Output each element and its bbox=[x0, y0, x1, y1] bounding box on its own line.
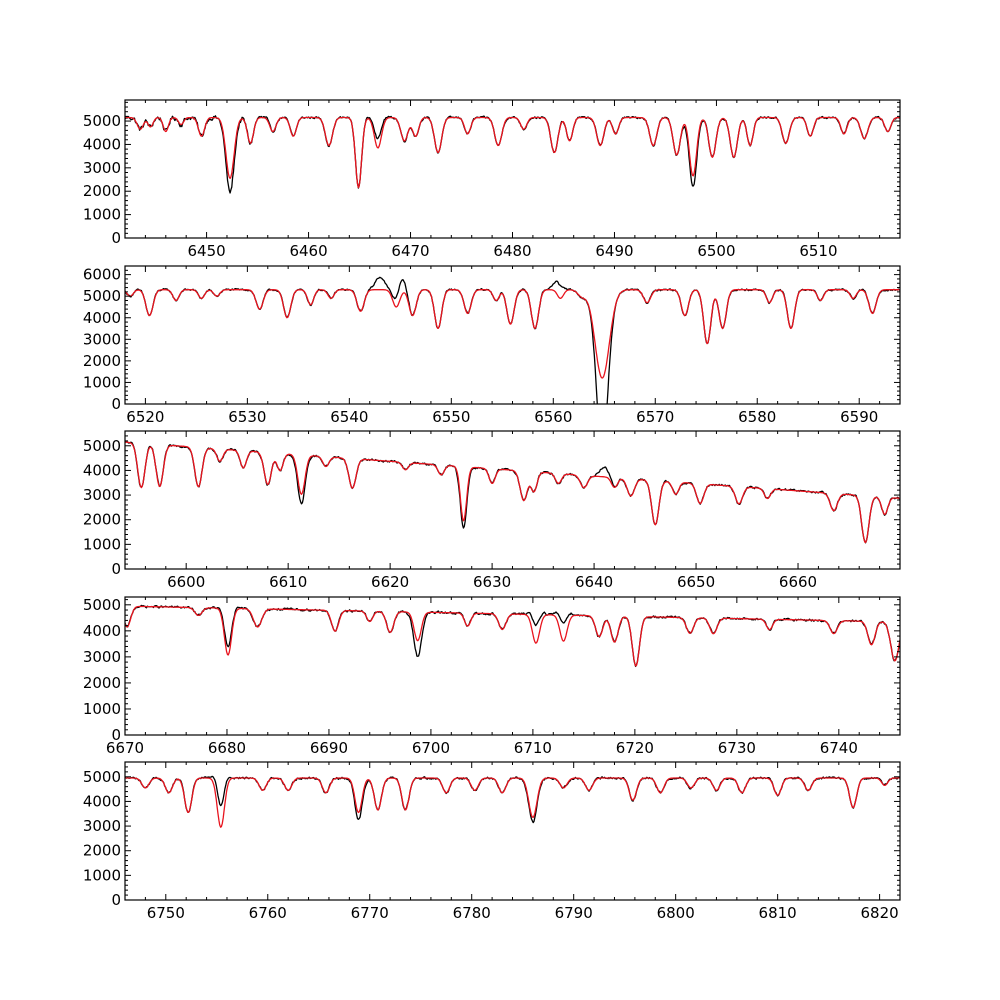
y-tick-label: 3000 bbox=[83, 330, 121, 348]
x-tick-label: 6500 bbox=[697, 242, 735, 260]
x-tick-label: 6550 bbox=[432, 408, 470, 426]
x-tick-label: 6750 bbox=[147, 904, 185, 922]
y-tick-label: 3000 bbox=[83, 648, 121, 666]
y-tick-label: 2000 bbox=[83, 352, 121, 370]
x-tick-label: 6600 bbox=[167, 573, 205, 591]
model-spectrum-line bbox=[125, 441, 900, 544]
x-tick-label: 6800 bbox=[657, 904, 695, 922]
x-tick-label: 6720 bbox=[616, 739, 654, 757]
y-tick-label: 4000 bbox=[83, 792, 121, 810]
x-tick-label: 6820 bbox=[861, 904, 899, 922]
x-tick-label: 6590 bbox=[840, 408, 878, 426]
y-tick-label: 1000 bbox=[83, 535, 121, 553]
model-spectrum-line bbox=[125, 777, 900, 828]
model-spectrum-line bbox=[125, 289, 900, 379]
y-tick-label: 0 bbox=[111, 726, 121, 744]
x-tick-label: 6710 bbox=[514, 739, 552, 757]
x-tick-label: 6650 bbox=[677, 573, 715, 591]
x-tick-label: 6810 bbox=[759, 904, 797, 922]
y-tick-label: 5000 bbox=[83, 112, 121, 130]
y-tick-label: 2000 bbox=[83, 842, 121, 860]
x-tick-label: 6480 bbox=[493, 242, 531, 260]
y-tick-label: 1000 bbox=[83, 700, 121, 718]
x-tick-label: 6530 bbox=[228, 408, 266, 426]
y-tick-label: 0 bbox=[111, 229, 121, 247]
panel-5: 6750 6760 6770 6780 6790 6800 6810 6820 0 1000 200… bbox=[83, 761, 901, 922]
x-tick-label: 6580 bbox=[738, 408, 776, 426]
axes-frame bbox=[124, 430, 901, 570]
y-tick-label: 2000 bbox=[83, 511, 121, 529]
x-tick-label: 6670 bbox=[106, 739, 144, 757]
y-tick-label: 5000 bbox=[83, 287, 121, 305]
x-tick-label: 6700 bbox=[412, 739, 450, 757]
x-tick-label: 6540 bbox=[330, 408, 368, 426]
x-tick-label: 6780 bbox=[453, 904, 491, 922]
model-spectrum-line bbox=[125, 605, 900, 667]
axes-frame bbox=[124, 265, 901, 405]
y-tick-label: 0 bbox=[111, 891, 121, 909]
x-tick-label: 6760 bbox=[249, 904, 287, 922]
y-tick-label: 6000 bbox=[83, 266, 121, 284]
x-tick-label: 6660 bbox=[779, 573, 817, 591]
x-tick-label: 6610 bbox=[269, 573, 307, 591]
x-tick-label: 6490 bbox=[595, 242, 633, 260]
model-spectrum-line bbox=[125, 116, 900, 189]
y-tick-label: 0 bbox=[111, 560, 121, 578]
x-tick-label: 6560 bbox=[534, 408, 572, 426]
panel-4: 6670 6680 6690 6700 6710 6720 6730 6740 0 1000 200… bbox=[83, 596, 901, 757]
x-tick-label: 6680 bbox=[208, 739, 246, 757]
observed-spectrum-line bbox=[125, 440, 900, 544]
observed-spectrum-line bbox=[125, 276, 900, 404]
x-tick-label: 6640 bbox=[575, 573, 613, 591]
y-tick-label: 3000 bbox=[83, 817, 121, 835]
y-tick-label: 2000 bbox=[83, 182, 121, 200]
y-tick-label: 1000 bbox=[83, 206, 121, 224]
y-tick-label: 5000 bbox=[83, 437, 121, 455]
x-tick-label: 6630 bbox=[473, 573, 511, 591]
y-tick-label: 1000 bbox=[83, 373, 121, 391]
y-tick-label: 4000 bbox=[83, 309, 121, 327]
x-tick-label: 6620 bbox=[371, 573, 409, 591]
y-tick-label: 0 bbox=[111, 395, 121, 413]
x-tick-label: 6570 bbox=[636, 408, 674, 426]
y-tick-label: 4000 bbox=[83, 461, 121, 479]
x-tick-label: 6740 bbox=[820, 739, 858, 757]
x-tick-label: 6470 bbox=[391, 242, 429, 260]
y-tick-label: 4000 bbox=[83, 135, 121, 153]
observed-spectrum-line bbox=[125, 115, 900, 194]
x-tick-label: 6450 bbox=[187, 242, 225, 260]
y-tick-label: 2000 bbox=[83, 674, 121, 692]
x-tick-label: 6510 bbox=[799, 242, 837, 260]
axes-frame bbox=[124, 596, 901, 736]
x-tick-label: 6790 bbox=[555, 904, 593, 922]
x-tick-label: 6730 bbox=[718, 739, 756, 757]
x-tick-label: 6460 bbox=[289, 242, 327, 260]
x-tick-label: 6520 bbox=[126, 408, 164, 426]
panel-2: 6520 6530 6540 6550 6560 6570 6580 6590 0 1000 200… bbox=[83, 265, 901, 426]
y-tick-label: 1000 bbox=[83, 866, 121, 884]
x-tick-label: 6690 bbox=[310, 739, 348, 757]
panel-3: 6600 6610 6620 6630 6640 6650 6660 0 1000 2000 300… bbox=[83, 430, 901, 591]
y-tick-label: 5000 bbox=[83, 768, 121, 786]
y-tick-label: 4000 bbox=[83, 622, 121, 640]
y-tick-label: 3000 bbox=[83, 486, 121, 504]
y-tick-label: 5000 bbox=[83, 596, 121, 614]
y-tick-label: 3000 bbox=[83, 159, 121, 177]
x-tick-label: 6770 bbox=[351, 904, 389, 922]
panel-1: 6450 6460 6470 6480 6490 6500 6510 0 1000 2000 300… bbox=[83, 99, 901, 260]
